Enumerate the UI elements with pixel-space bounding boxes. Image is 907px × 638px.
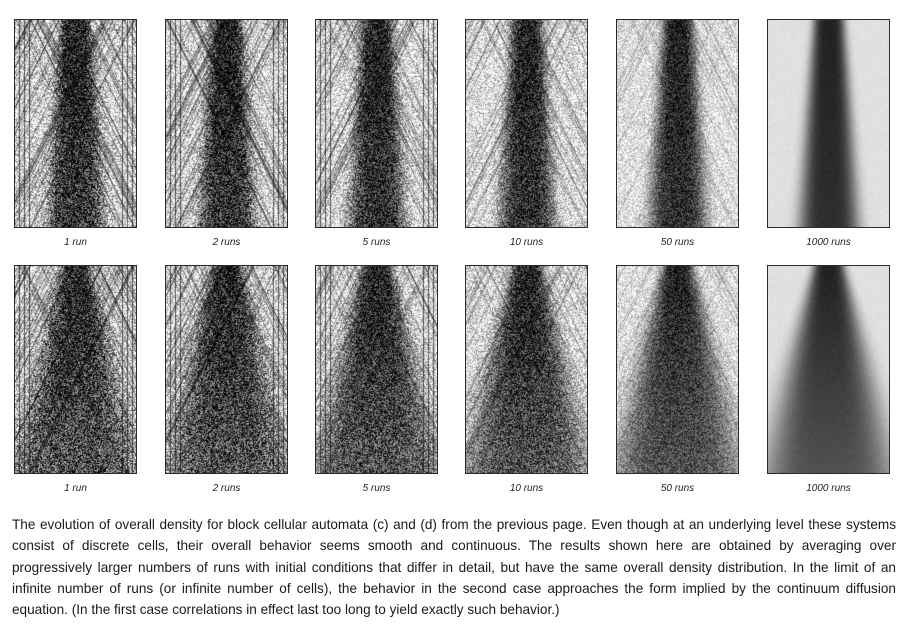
panel-label: 5 runs [362,237,391,248]
figure-caption: The evolution of overall density for blo… [12,517,896,618]
row-c-panel-5-runs [315,19,438,228]
panel-label: 2 runs [212,483,241,494]
panel-label: 10 runs [509,237,544,248]
density-plot [768,266,889,473]
panel-label: 1 run [64,237,87,248]
panel-label: 1 run [64,483,87,494]
density-plot [617,20,738,227]
panel-label: 5 runs [362,483,391,494]
density-plot [617,266,738,473]
row-d-panel-5-runs [315,265,438,474]
row-d-panel-2-runs [165,265,288,474]
density-plot [466,20,587,227]
row-d-panel-50-runs [616,265,739,474]
density-plot [15,266,136,473]
row-d-panel-1000-runs [767,265,890,474]
panel-label: 1000 runs [806,483,851,494]
row-c-panel-2-runs [165,19,288,228]
density-plot [15,20,136,227]
row-c-panel-50-runs [616,19,739,228]
density-plot [316,266,437,473]
density-plot [768,20,889,227]
row-c-panel-1000-runs [767,19,890,228]
density-plot [166,266,287,473]
row-c-panel-10-runs [465,19,588,228]
row-d-panel-1-runs [14,265,137,474]
panel-label: 1000 runs [806,237,851,248]
row-c-panel-1-runs [14,19,137,228]
panel-label: 2 runs [212,237,241,248]
panel-label: 10 runs [509,483,544,494]
row-d-panel-10-runs [465,265,588,474]
density-plot [316,20,437,227]
panel-label: 50 runs [660,483,695,494]
density-plot [166,20,287,227]
density-plot [466,266,587,473]
panel-label: 50 runs [660,237,695,248]
